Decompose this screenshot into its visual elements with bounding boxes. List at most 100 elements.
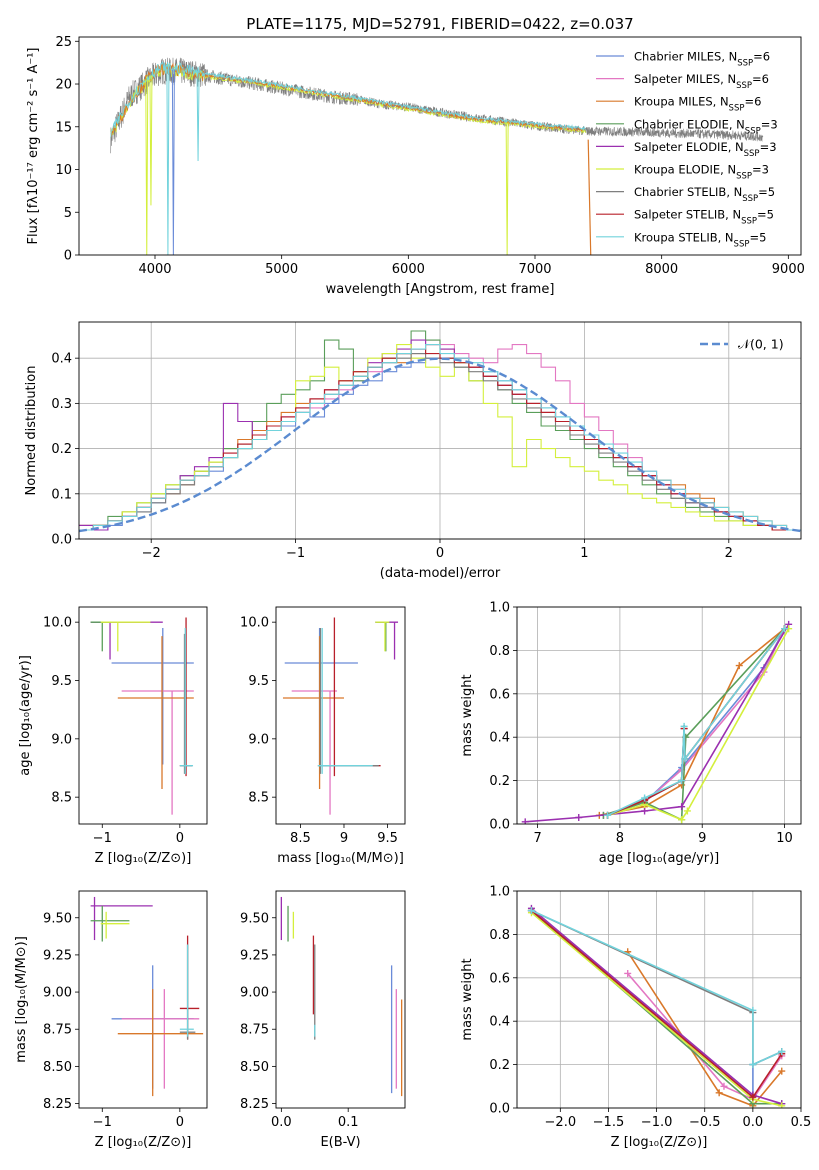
y-tick-label: 15 [55, 120, 72, 135]
y-tick-label: 0 [64, 249, 72, 264]
y-tick-label: 0.6 [489, 971, 510, 986]
massweight-vs-metallicity-plot: −2.0 −1.5 −1.0 −0.5 0.0 0.5 0.0 0.2 0.4 0.6 0.8 1.0… [460, 885, 811, 1151]
y-tick-label: 0.2 [51, 442, 72, 457]
massweight-marker [678, 816, 686, 824]
absorption-line [505, 122, 509, 255]
y-tick-label: 0.4 [489, 1015, 510, 1030]
x-tick-label: 0.5 [791, 1115, 812, 1130]
plot-area [110, 57, 764, 255]
x-tick-label: 8.5 [290, 831, 311, 846]
x-tick-label: 8000 [645, 262, 678, 277]
gaussian-curve [79, 357, 801, 533]
y-tick-label: 8.25 [43, 1097, 72, 1112]
x-axis-label: Z [log₁₀(Z/Z⊙)] [95, 1135, 192, 1150]
y-tick-label: 8.5 [51, 791, 72, 806]
massweight-line [599, 628, 786, 817]
massweight-line [603, 628, 786, 821]
y-tick-label: 0.4 [489, 731, 510, 746]
histogram-step [79, 344, 801, 531]
axes-frame [78, 36, 802, 256]
legend-entry: Salpeter STELIB, NSSP=5 [634, 208, 774, 227]
x-tick-label: 0.0 [271, 1115, 292, 1130]
y-tick-label: 9.00 [43, 986, 72, 1001]
plot-area [521, 620, 793, 824]
legend-entry: 𝒩(0, 1) [738, 337, 784, 352]
axes-frame [275, 606, 406, 825]
absorption-line [166, 69, 170, 255]
axes-frame [516, 890, 802, 1109]
massweight-marker [678, 777, 686, 785]
x-tick-label: 0.0 [743, 1115, 764, 1130]
y-axis-label: Flux [fλ10⁻¹⁷ erg cm⁻² s⁻¹ A⁻¹] [26, 48, 41, 245]
y-tick-label: 9.0 [51, 732, 72, 747]
x-tick-label: 0 [436, 546, 444, 561]
massweight-line [603, 628, 786, 817]
y-tick-label: 8.5 [248, 791, 269, 806]
massweight-marker [749, 1061, 757, 1069]
axes-frame [78, 606, 208, 825]
x-tick-label: −1.5 [593, 1115, 625, 1130]
y-tick-label: 8.25 [240, 1097, 269, 1112]
y-tick-label: 0.4 [51, 352, 72, 367]
x-tick-label: −1 [286, 546, 305, 561]
plot-area [79, 330, 801, 533]
x-tick-label: −1.0 [641, 1115, 673, 1130]
x-axis-label: age [log₁₀(age/yr)] [599, 851, 720, 866]
y-tick-label: 9.0 [248, 732, 269, 747]
legend-entry: Kroupa MILES, NSSP=6 [634, 95, 761, 114]
massweight-marker [715, 1089, 723, 1097]
y-axis-label: Normed distribution [24, 366, 39, 496]
x-tick-label: 5000 [265, 262, 298, 277]
axes-frame [78, 321, 802, 540]
y-tick-label: 1.0 [489, 885, 510, 900]
absorption-line [145, 79, 149, 255]
massweight-marker [575, 813, 583, 821]
massweight-marker [735, 662, 743, 670]
massweight-marker [749, 1093, 757, 1101]
x-axis-label: wavelength [Angstrom, rest frame] [326, 282, 555, 297]
observed-spectrum [110, 57, 764, 154]
x-tick-label: 7 [533, 831, 541, 846]
x-tick-label: 0 [176, 831, 184, 846]
x-tick-label: 9 [698, 831, 706, 846]
axes-frame [275, 890, 406, 1109]
massweight-marker [641, 794, 649, 802]
y-tick-label: 10.0 [240, 616, 269, 631]
x-tick-label: 9.5 [377, 831, 398, 846]
x-tick-label: 1 [580, 546, 588, 561]
age-vs-metallicity-plot: −1 0 8.5 9.0 9.5 10.0 Z [log₁₀(Z/Z⊙)] age [log₁… [18, 606, 208, 866]
legend-entry: Kroupa ELODIE, NSSP=3 [634, 163, 769, 182]
x-tick-label: −0.5 [689, 1115, 721, 1130]
mass-vs-metallicity-plot: −1 0 8.25 8.50 8.75 9.00 9.25 9.50 Z [log₁₀(Z/Z⊙… [14, 890, 208, 1150]
figure-title: PLATE=1175, MJD=52791, FIBERID=0422, z=0… [246, 15, 633, 33]
massweight-marker [749, 1006, 757, 1014]
x-tick-label: 8 [616, 831, 624, 846]
y-tick-label: 20 [55, 78, 72, 93]
legend-entry: Salpeter MILES, NSSP=6 [634, 72, 769, 91]
massweight-marker [641, 807, 649, 815]
x-axis-label: (data-model)/error [380, 566, 501, 581]
model-cutoff [587, 139, 592, 255]
absorption-line [171, 69, 175, 255]
y-tick-label: 9.25 [43, 948, 72, 963]
y-axis-label: mass [log₁₀(M/M⊙)] [14, 936, 29, 1063]
massweight-marker [778, 1102, 786, 1108]
massweight-line [603, 628, 786, 817]
y-tick-label: 9.5 [248, 674, 269, 689]
massweight-marker [678, 803, 686, 811]
y-tick-label: 0.2 [489, 1058, 510, 1073]
x-tick-label: 6000 [392, 262, 425, 277]
y-tick-label: 25 [55, 35, 72, 50]
x-tick-label: −2 [142, 546, 161, 561]
y-tick-label: 0.6 [489, 687, 510, 702]
massweight-line [607, 628, 786, 817]
massweight-marker [681, 755, 689, 763]
y-tick-label: 0.0 [489, 818, 510, 833]
y-tick-label: 0.0 [51, 533, 72, 548]
x-tick-label: 7000 [518, 262, 551, 277]
y-axis-label: mass weight [460, 674, 475, 756]
plot-area [282, 617, 399, 815]
age-vs-mass-plot: 8.5 9 9.5 8.5 9.0 9.5 10.0 mass [log₁₀(M/M⊙)] [240, 606, 406, 866]
x-axis-label: E(B-V) [320, 1135, 360, 1150]
